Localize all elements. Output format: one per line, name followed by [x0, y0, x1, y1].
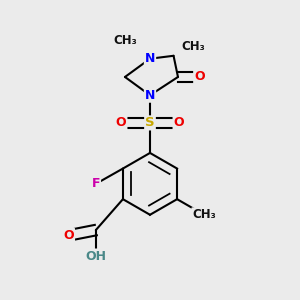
Text: O: O [194, 70, 205, 83]
Text: O: O [63, 229, 74, 242]
Text: OH: OH [85, 250, 106, 262]
Text: N: N [145, 52, 155, 65]
Text: O: O [173, 116, 184, 129]
Text: CH₃: CH₃ [182, 40, 206, 53]
Text: F: F [92, 177, 100, 190]
Text: CH₃: CH₃ [113, 34, 137, 47]
Text: S: S [145, 116, 155, 129]
Text: N: N [145, 89, 155, 102]
Text: CH₃: CH₃ [192, 208, 216, 221]
Text: O: O [116, 116, 127, 129]
